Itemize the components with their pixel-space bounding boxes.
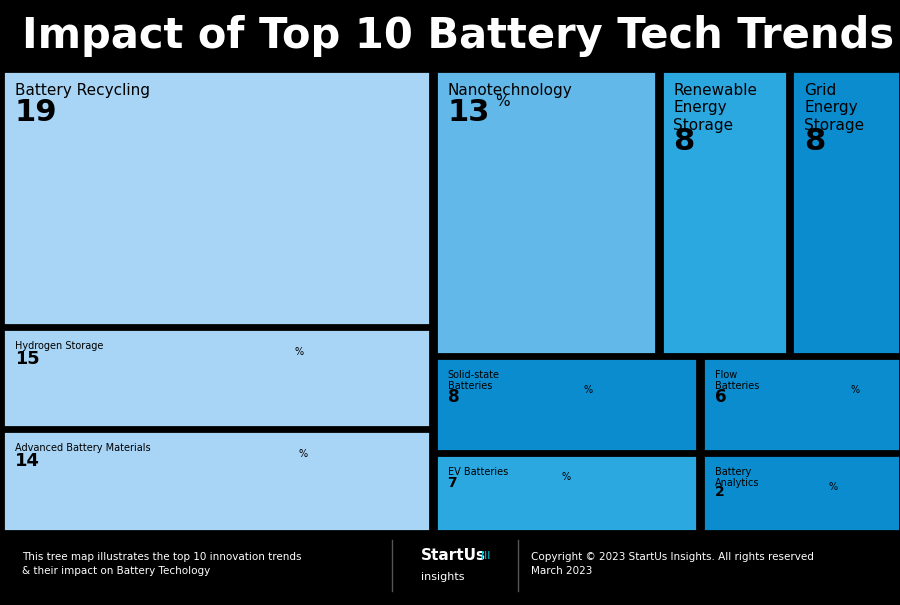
Bar: [436, 455, 698, 531]
Bar: [792, 71, 900, 353]
Text: %: %: [828, 482, 837, 492]
Text: %: %: [561, 473, 570, 482]
Text: 8: 8: [804, 128, 825, 157]
Text: Impact of Top 10 Battery Tech Trends: Impact of Top 10 Battery Tech Trends: [22, 15, 895, 57]
Text: Battery Recycling: Battery Recycling: [14, 83, 149, 98]
Bar: [3, 431, 430, 531]
Bar: [436, 71, 656, 353]
Text: 7: 7: [447, 476, 457, 490]
Text: Advanced Battery Materials: Advanced Battery Materials: [14, 443, 150, 453]
Text: insights: insights: [421, 572, 464, 582]
Bar: [703, 455, 900, 531]
Bar: [3, 71, 430, 325]
Text: Renewable
Energy
Storage: Renewable Energy Storage: [673, 83, 758, 132]
Text: 19: 19: [14, 98, 58, 127]
Text: Nanotechnology: Nanotechnology: [447, 83, 572, 98]
Bar: [703, 358, 900, 451]
Text: Flow
Batteries: Flow Batteries: [715, 370, 760, 391]
Bar: [662, 71, 787, 353]
Text: %: %: [299, 449, 308, 459]
Text: Copyright © 2023 StartUs Insights. All rights reserved
March 2023: Copyright © 2023 StartUs Insights. All r…: [531, 552, 814, 576]
Text: Solid-state
Batteries: Solid-state Batteries: [447, 370, 500, 391]
Text: %: %: [495, 94, 510, 109]
Text: 15: 15: [14, 350, 40, 368]
Text: 2: 2: [715, 485, 724, 500]
Text: lll: lll: [482, 551, 490, 561]
Bar: [436, 358, 698, 451]
Text: 8: 8: [447, 388, 459, 407]
Text: Battery
Analytics: Battery Analytics: [715, 466, 760, 488]
Text: EV Batteries: EV Batteries: [447, 466, 508, 477]
Text: Hydrogen Storage: Hydrogen Storage: [14, 341, 104, 351]
Text: %: %: [583, 385, 592, 394]
Text: %: %: [294, 347, 303, 356]
Text: 14: 14: [14, 453, 40, 471]
Bar: [3, 329, 430, 427]
Text: 13: 13: [447, 98, 490, 127]
Text: %: %: [850, 385, 860, 394]
Text: 8: 8: [673, 128, 695, 157]
Text: Grid
Energy
Storage: Grid Energy Storage: [804, 83, 864, 132]
Text: This tree map illustrates the top 10 innovation trends
& their impact on Battery: This tree map illustrates the top 10 inn…: [22, 552, 302, 576]
Text: 6: 6: [715, 388, 726, 407]
Text: StartUs: StartUs: [421, 548, 486, 563]
